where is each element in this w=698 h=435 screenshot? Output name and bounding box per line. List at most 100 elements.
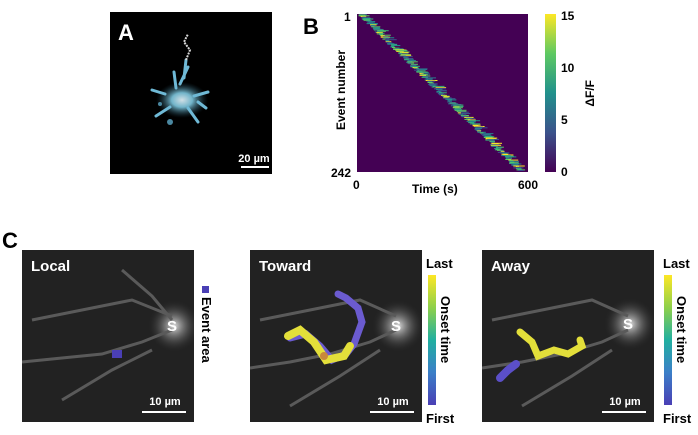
heatmap-event-row [472, 124, 478, 125]
away-onset-label: Onset time [674, 296, 689, 364]
heatmap-event-row [432, 85, 445, 87]
heatmap-event-row [436, 89, 443, 91]
heatmap-event-row [379, 34, 391, 36]
panel-a-scalebar-label: 20 µm [238, 153, 270, 165]
heatmap-event-row [425, 78, 433, 80]
x-right-tick: 600 [518, 178, 539, 192]
heatmap-event-row [377, 30, 386, 32]
heatmap-event-row [422, 75, 431, 77]
heatmap-event-row [474, 128, 481, 130]
heatmap-event-row [361, 17, 371, 19]
colorbar-tick-5: 5 [561, 113, 568, 127]
heatmap-event-row [487, 138, 499, 140]
heatmap-event-row [475, 127, 482, 129]
heatmap-event-row [515, 168, 522, 170]
heatmap-event-row [383, 36, 389, 37]
heatmap-event-row [447, 99, 457, 101]
heatmap-event-row [512, 164, 518, 166]
heatmap-event-row [416, 71, 428, 73]
heatmap-event-row [429, 82, 435, 84]
colorbar-tick-15: 15 [561, 9, 575, 23]
heatmap-event-row [451, 104, 462, 105]
heatmap-event-row [469, 120, 481, 122]
panel-b-letter: B [303, 14, 319, 39]
micrograph-local-soma: S [167, 318, 178, 335]
heatmap-event-row [413, 67, 419, 69]
heatmap-event-row [362, 19, 370, 21]
heatmap-event-row [400, 54, 411, 56]
heatmap-event-row [419, 72, 429, 74]
heatmap-event-row [443, 96, 450, 98]
heatmap-event-row [453, 104, 464, 106]
heatmap-event-row [461, 113, 471, 114]
heatmap-event-row [395, 50, 408, 52]
heatmap-event-row [412, 67, 418, 69]
heatmap-event-row [505, 155, 514, 157]
micrograph-local-scalebar-label: 10 µm [149, 396, 181, 408]
heatmap-event-row [425, 80, 438, 81]
heatmap-event-row [399, 53, 409, 55]
heatmap-event-row [511, 164, 519, 166]
heatmap-event-row [486, 137, 498, 139]
heatmap-event-row [417, 70, 426, 72]
astrocyte-image [110, 12, 272, 174]
heatmap-event-row [427, 82, 433, 83]
heatmap-event-row [483, 135, 493, 137]
heatmap-event-row [490, 143, 499, 145]
heatmap-event-row [479, 132, 484, 134]
heatmap-event-row [404, 59, 414, 61]
heatmap-event-row [379, 32, 385, 34]
heatmap-event-row [370, 23, 378, 25]
heatmap-event-row [395, 48, 404, 50]
micrograph-away-scalebar-label: 10 µm [609, 396, 641, 408]
heatmap-event-row [405, 58, 414, 59]
heatmap-event-row [361, 18, 374, 20]
heatmap-event-row [363, 17, 371, 19]
heatmap-event-row [387, 43, 395, 45]
heatmap-event-row [501, 155, 511, 157]
heatmap-event-row [469, 121, 476, 123]
heatmap-event-row [497, 149, 504, 151]
heatmap-event-row [439, 94, 446, 96]
heatmap-event-row [461, 115, 467, 117]
heatmap-event-row [447, 101, 451, 103]
heatmap-event-row [442, 95, 450, 97]
heatmap-event-row [450, 105, 457, 107]
heatmap-event-row [373, 28, 383, 30]
heatmap-event-row [358, 15, 370, 17]
heatmap-event-row [419, 74, 426, 76]
heatmap-event-row [376, 33, 383, 35]
micrograph-away-drawing [482, 298, 654, 408]
heatmap-event-row [458, 113, 464, 115]
heatmap-event-row [370, 25, 375, 27]
heatmap-event-row [499, 150, 505, 152]
event-area-label: Event area [199, 297, 214, 363]
heatmap-event-row [407, 62, 415, 64]
heatmap-event-row [516, 169, 526, 171]
heatmap-event-row [382, 38, 386, 40]
heatmap-event-row [496, 147, 503, 149]
heatmap-event-row [490, 141, 495, 143]
heatmap-event-row [445, 98, 453, 100]
heatmap-event-row [509, 162, 520, 164]
micrograph-toward-title: Toward [259, 258, 312, 275]
heatmap-event-row [454, 109, 467, 111]
heatmap-event-row [385, 41, 392, 43]
heatmap-event-row [380, 36, 391, 38]
heatmap-event-row [380, 35, 385, 37]
x-axis-label: Time (s) [412, 182, 458, 196]
heatmap-event-row [481, 133, 494, 135]
heatmap-event-row [494, 149, 500, 151]
heatmap-event-row [368, 21, 376, 23]
heatmap-event-row [410, 65, 420, 67]
heatmap-event-row [485, 139, 495, 141]
heatmap-event-row [491, 142, 502, 144]
heatmap-event-row [490, 142, 495, 144]
heatmap-event-row [407, 60, 413, 62]
heatmap-event-row [484, 136, 495, 138]
heatmap-event-row [461, 116, 470, 118]
heatmap-event-row [437, 93, 444, 94]
heatmap-event-row [505, 159, 511, 160]
heatmap-event-row [483, 137, 493, 138]
heatmap-event-row [494, 148, 499, 149]
